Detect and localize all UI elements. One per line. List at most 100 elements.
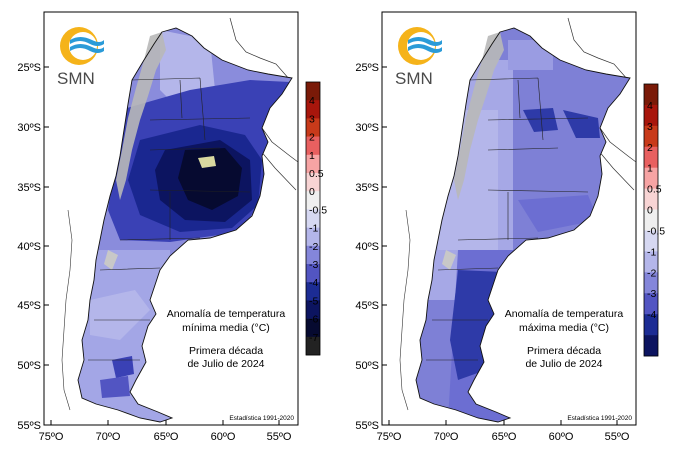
colorbar-label: 4 xyxy=(647,100,653,112)
map-period-line2: de Julio de 2024 xyxy=(187,358,264,370)
map-period-line1: Primera década xyxy=(189,345,263,357)
neighbor-borders xyxy=(567,17,637,191)
map-maxima: 25ºS 30ºS 35ºS 40ºS 45ºS 50ºS 55ºS 75ºO … xyxy=(355,11,665,443)
map-title-line2: máxima media (°C) xyxy=(519,322,609,334)
colorbar-swatch xyxy=(306,118,320,137)
map-minima: 25ºS 30ºS 35ºS 40ºS 45ºS 50ºS 55ºS 75ºO … xyxy=(17,11,327,443)
colorbar: 4 3 2 1 0.5 0 -0.5 -1 -2 -3 -4 xyxy=(643,83,665,357)
colorbar-label: -4 xyxy=(309,277,318,289)
argentina-outline xyxy=(415,27,631,423)
colorbar-label: -3 xyxy=(647,288,656,300)
colorbar-label: 1 xyxy=(647,163,653,175)
smn-logo: SMN xyxy=(57,27,104,88)
relief-patch xyxy=(442,250,456,270)
colorbar-swatch xyxy=(644,251,658,273)
chile-coast xyxy=(399,209,411,411)
footnote: Estadística 1991-2020 xyxy=(567,415,632,422)
lon-label: 65ºO xyxy=(492,431,517,443)
lon-label: 60ºO xyxy=(211,431,236,443)
lat-label: 50ºS xyxy=(17,360,41,372)
colorbar-label: -5 xyxy=(309,295,318,307)
map-title-line1: Anomalía de temperatura xyxy=(505,308,624,320)
colorbar-label: -1 xyxy=(647,246,656,258)
lat-label: 35ºS xyxy=(17,182,41,194)
colorbar-frame xyxy=(305,81,321,356)
lat-label: 55ºS xyxy=(355,420,379,432)
lat-label: 25ºS xyxy=(17,62,41,74)
colorbar-label: -6 xyxy=(309,314,318,326)
colorbar-label: -2 xyxy=(647,267,656,279)
lon-ticks xyxy=(388,420,618,425)
map-title-line1: Anomalía de temperatura xyxy=(167,308,286,320)
colorbar-label: 2 xyxy=(309,132,315,144)
lat-label: 50ºS xyxy=(355,360,379,372)
lon-label: 55ºO xyxy=(605,431,630,443)
colorbar-label: -7 xyxy=(309,332,318,344)
colorbar-label: -3 xyxy=(309,259,318,271)
colorbar-swatch xyxy=(644,167,658,189)
colorbar-swatch xyxy=(306,318,320,338)
province-borders xyxy=(88,77,251,361)
colorbar: 4 3 2 1 0.5 0 -0.5 -1 -2 -3 -4 -5 -6 -7 xyxy=(305,81,327,356)
colorbar-label: -0.5 xyxy=(647,225,665,237)
colorbar-label: 0.5 xyxy=(647,184,662,196)
lat-label: 35ºS xyxy=(355,182,379,194)
lon-label: 70ºO xyxy=(434,431,459,443)
colorbar-swatch xyxy=(644,230,658,252)
colorbar-swatch xyxy=(306,282,320,301)
colorbar-swatch xyxy=(644,272,658,294)
relief-patch xyxy=(104,250,118,270)
map-panel-maxima: 25ºS 30ºS 35ºS 40ºS 45ºS 50ºS 55ºS 75ºO … xyxy=(350,0,700,452)
lat-label: 45ºS xyxy=(17,300,41,312)
colorbar-label: 2 xyxy=(647,142,653,154)
colorbar-swatch xyxy=(306,300,320,319)
colorbar-swatch xyxy=(644,146,658,168)
argentina-outline xyxy=(77,27,293,423)
colorbar-frame xyxy=(643,83,659,357)
lat-ticks xyxy=(44,66,49,426)
andes-relief xyxy=(454,32,504,200)
lon-label: 60ºO xyxy=(549,431,574,443)
map-period-line1: Primera década xyxy=(527,345,601,357)
colorbar-swatch xyxy=(644,125,658,148)
footnote: Estadística 1991-2020 xyxy=(229,415,294,422)
lon-label: 55ºO xyxy=(267,431,292,443)
colorbar-swatch xyxy=(644,335,658,357)
colorbar-swatch xyxy=(306,136,320,156)
lon-ticks xyxy=(50,420,280,425)
colorbar-swatch xyxy=(644,188,658,210)
colorbar-swatch xyxy=(306,336,320,356)
colorbar-swatch xyxy=(306,173,320,192)
colorbar-swatch xyxy=(644,104,658,127)
smn-logo: SMN xyxy=(395,27,442,88)
colorbar-swatch xyxy=(306,245,320,265)
map-period-line2: de Julio de 2024 xyxy=(525,358,602,370)
colorbar-label: 3 xyxy=(309,113,315,125)
colorbar-swatch xyxy=(306,227,320,247)
lat-label: 40ºS xyxy=(355,241,379,253)
colorbar-label: -2 xyxy=(309,241,318,253)
colorbar-swatch xyxy=(306,100,320,119)
colorbar-swatch xyxy=(644,209,658,231)
map-title-line2: mínima media (°C) xyxy=(182,322,270,334)
lat-label: 30ºS xyxy=(355,122,379,134)
colorbar-swatch xyxy=(306,209,320,228)
colorbar-swatch xyxy=(644,314,658,336)
colorbar-label: -0.5 xyxy=(309,204,327,216)
colorbar-label: 3 xyxy=(647,121,653,133)
lat-label: 30ºS xyxy=(17,122,41,134)
colorbar-swatch xyxy=(306,264,320,283)
lon-label: 75ºO xyxy=(377,431,402,443)
colorbar-label: 0 xyxy=(647,205,653,217)
lon-label: 75ºO xyxy=(39,431,64,443)
colorbar-swatch xyxy=(306,82,320,101)
chile-coast xyxy=(61,209,73,411)
colorbar-label: 1 xyxy=(309,150,315,162)
map-panel-minima: 25ºS 30ºS 35ºS 40ºS 45ºS 50ºS 55ºS 75ºO … xyxy=(17,11,327,443)
colorbar-label: -4 xyxy=(647,309,656,321)
lat-ticks xyxy=(382,66,387,426)
colorbar-swatch xyxy=(306,154,320,174)
lat-label: 25ºS xyxy=(355,62,379,74)
colorbar-label: -1 xyxy=(309,223,318,235)
andes-relief xyxy=(116,32,166,200)
